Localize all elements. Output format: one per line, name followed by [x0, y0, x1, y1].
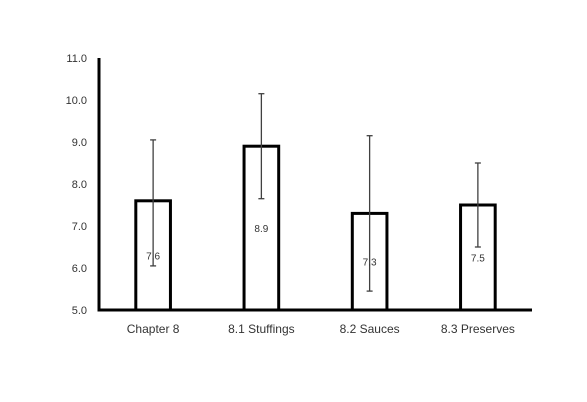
y-tick-label: 9.0: [72, 137, 87, 149]
data-label: 7.5: [471, 254, 485, 265]
category-label: 8.2 Sauces: [340, 322, 400, 336]
y-axis-ticks: 5.0 6.0 7.0 8.0 9.0 10.0 11.0: [66, 53, 87, 317]
bars: [134, 144, 497, 312]
error-bars: [150, 93, 481, 292]
y-tick-label: 6.0: [72, 263, 87, 275]
category-label: Chapter 8: [127, 322, 180, 336]
error-bar: [150, 139, 157, 267]
error-bar: [258, 93, 265, 200]
bar: [459, 203, 497, 312]
y-tick-label: 8.0: [72, 179, 87, 191]
data-label: 7.6: [146, 251, 160, 262]
data-label: 8.9: [254, 224, 268, 235]
error-bar: [474, 162, 481, 248]
error-bar: [366, 135, 373, 292]
category-labels: Chapter 8 8.1 Stuffings 8.2 Sauces 8.3 Pres…: [127, 322, 515, 336]
y-tick-label: 10.0: [66, 95, 87, 107]
category-label: 8.1 Stuffings: [228, 322, 295, 336]
y-tick-label: 5.0: [72, 305, 87, 317]
y-tick-label: 11.0: [66, 53, 87, 65]
y-tick-label: 7.0: [72, 221, 87, 233]
category-label: 8.3 Preserves: [441, 322, 515, 336]
data-labels: 7.6 8.9 7.3 7.5: [146, 224, 485, 269]
data-label: 7.3: [363, 258, 377, 269]
